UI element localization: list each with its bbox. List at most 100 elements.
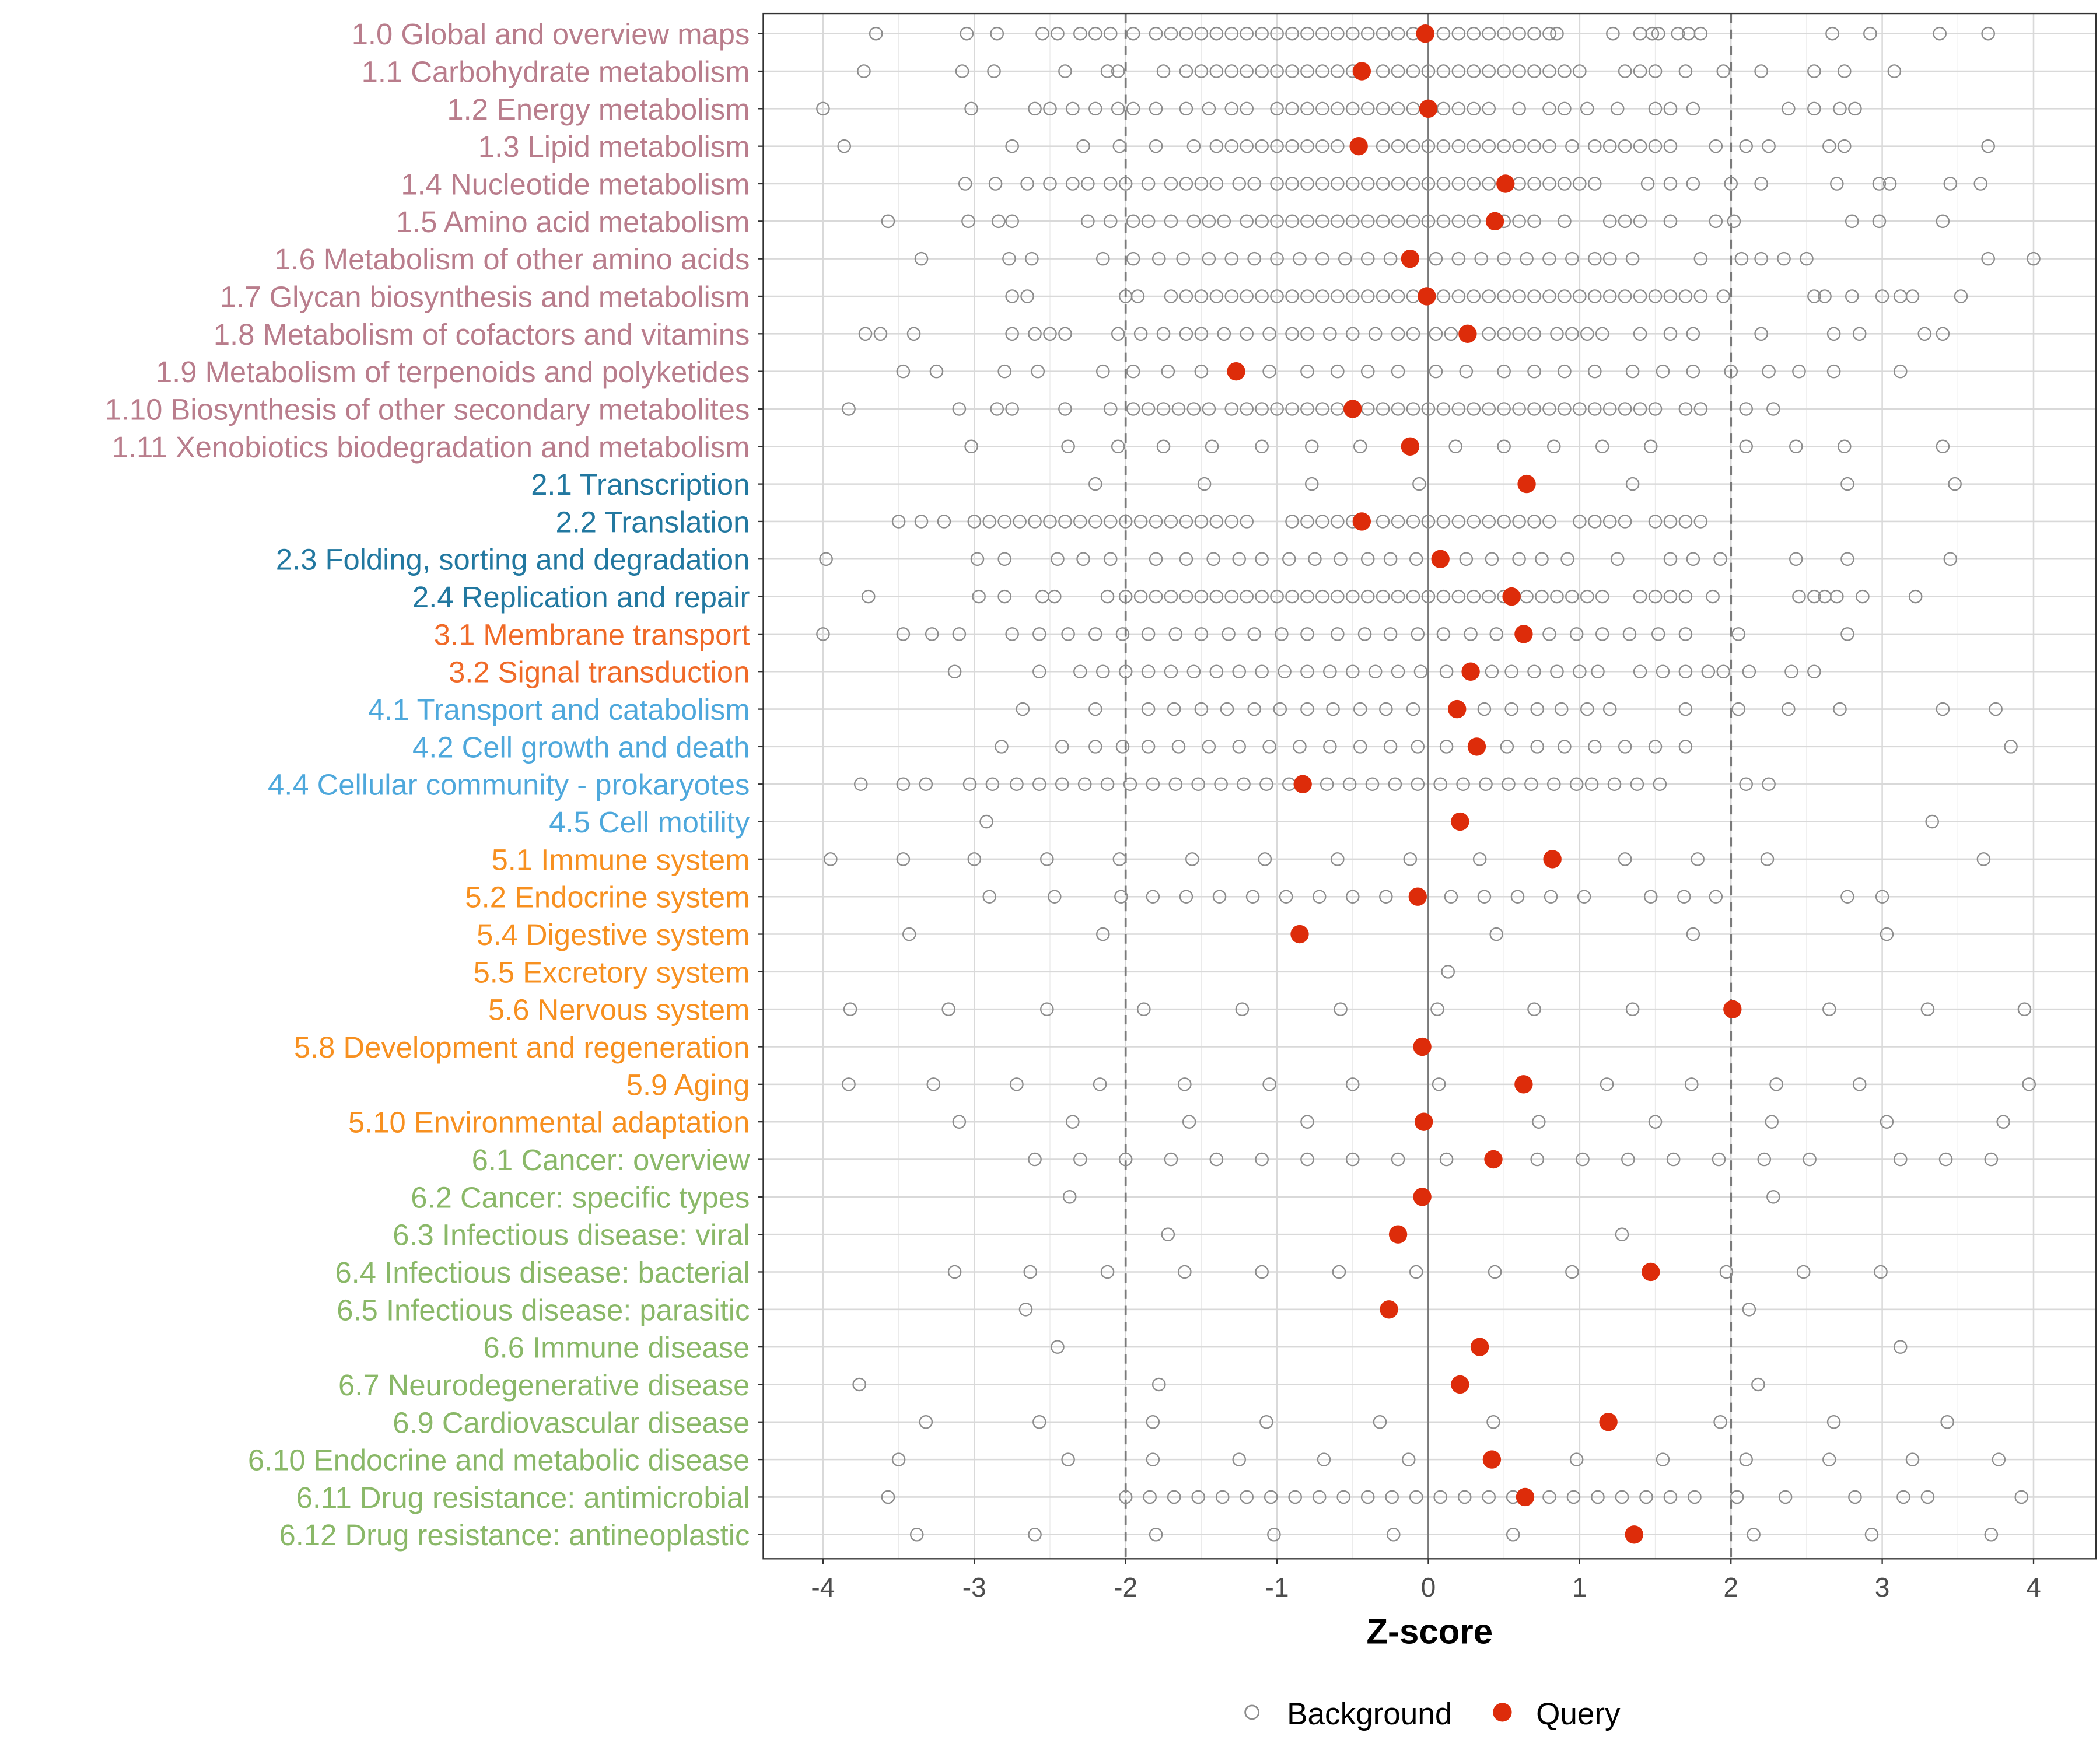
background-point bbox=[1224, 251, 1239, 266]
background-point bbox=[1164, 1152, 1178, 1167]
background-point bbox=[843, 1002, 858, 1016]
background-point bbox=[1489, 627, 1503, 641]
background-point bbox=[1734, 251, 1749, 266]
background-point bbox=[1822, 1452, 1836, 1466]
category-label: 1.8 Metabolism of cofactors and vitamins bbox=[214, 318, 750, 351]
background-point bbox=[1118, 1490, 1133, 1504]
background-point bbox=[1807, 102, 1821, 116]
background-point bbox=[1262, 740, 1276, 754]
background-point bbox=[1497, 514, 1511, 528]
background-point bbox=[1073, 26, 1087, 41]
background-point bbox=[1209, 26, 1224, 41]
background-point bbox=[1406, 589, 1420, 604]
background-point bbox=[1981, 139, 1995, 153]
background-point bbox=[1005, 289, 1019, 303]
background-point bbox=[1845, 214, 1859, 229]
background-point bbox=[1391, 214, 1405, 229]
query-point bbox=[1343, 400, 1362, 418]
background-point bbox=[1137, 1002, 1151, 1016]
background-point bbox=[1830, 589, 1844, 604]
category-row bbox=[842, 1075, 2036, 1094]
background-point bbox=[1663, 289, 1678, 303]
background-point bbox=[1840, 890, 1854, 904]
background-point bbox=[1194, 64, 1209, 78]
x-tick-label: -3 bbox=[963, 1572, 986, 1602]
x-tick-label: -2 bbox=[1114, 1572, 1138, 1602]
background-point bbox=[1595, 327, 1609, 341]
background-point bbox=[1232, 740, 1247, 754]
background-point bbox=[1285, 26, 1299, 41]
background-point bbox=[1530, 702, 1544, 716]
background-point bbox=[1751, 1377, 1765, 1392]
background-point bbox=[1353, 702, 1367, 716]
background-point bbox=[1524, 777, 1538, 792]
background-point bbox=[1500, 740, 1514, 754]
background-point bbox=[1742, 1303, 1756, 1317]
query-point bbox=[1458, 324, 1477, 343]
background-point bbox=[1040, 1002, 1054, 1016]
background-point bbox=[1156, 64, 1171, 78]
background-point bbox=[1436, 139, 1451, 153]
background-point bbox=[896, 364, 911, 379]
background-point bbox=[1845, 289, 1859, 303]
background-point bbox=[1270, 251, 1284, 266]
background-point bbox=[1164, 177, 1178, 191]
background-point bbox=[1376, 402, 1390, 416]
background-point bbox=[909, 1528, 924, 1542]
background-point bbox=[1346, 1152, 1360, 1167]
background-point bbox=[998, 589, 1012, 604]
background-point bbox=[1262, 1077, 1276, 1091]
background-point bbox=[1532, 1115, 1546, 1129]
background-point bbox=[1391, 139, 1405, 153]
background-point bbox=[1232, 664, 1247, 679]
background-point bbox=[987, 64, 1001, 78]
background-point bbox=[1315, 64, 1329, 78]
background-point bbox=[1383, 552, 1398, 566]
background-point bbox=[1171, 740, 1186, 754]
background-point bbox=[1451, 289, 1466, 303]
background-point bbox=[1512, 214, 1526, 229]
background-point bbox=[1610, 552, 1625, 566]
background-point bbox=[1504, 664, 1518, 679]
background-point bbox=[1477, 702, 1492, 716]
background-point bbox=[1058, 402, 1072, 416]
background-point bbox=[1308, 552, 1322, 566]
background-point bbox=[816, 102, 830, 116]
background-point bbox=[1618, 740, 1632, 754]
background-point bbox=[990, 26, 1004, 41]
background-point bbox=[1880, 927, 1894, 942]
background-point bbox=[1542, 289, 1556, 303]
background-point bbox=[1573, 402, 1587, 416]
background-point bbox=[1315, 177, 1329, 191]
background-point bbox=[1133, 589, 1148, 604]
background-point bbox=[1693, 514, 1708, 528]
background-point bbox=[1706, 589, 1720, 604]
background-point bbox=[1602, 251, 1617, 266]
background-point bbox=[1315, 139, 1329, 153]
background-point bbox=[1439, 664, 1454, 679]
query-point bbox=[1485, 212, 1504, 231]
category-row bbox=[1051, 1338, 1908, 1356]
category-row bbox=[902, 925, 1894, 944]
background-point bbox=[1346, 589, 1360, 604]
background-point bbox=[1504, 702, 1518, 716]
background-point bbox=[1421, 177, 1436, 191]
background-point bbox=[1905, 1452, 1920, 1466]
background-point bbox=[1368, 327, 1382, 341]
category-row bbox=[995, 737, 2018, 756]
category-label: 6.9 Cardiovascular disease bbox=[393, 1406, 750, 1439]
background-point bbox=[1141, 740, 1156, 754]
background-point bbox=[1334, 1002, 1348, 1016]
background-point bbox=[1663, 514, 1678, 528]
background-point bbox=[1331, 64, 1345, 78]
query-point bbox=[1414, 1112, 1433, 1131]
background-point bbox=[1096, 251, 1110, 266]
background-point bbox=[1186, 664, 1201, 679]
background-point bbox=[1224, 589, 1239, 604]
background-point bbox=[1807, 289, 1821, 303]
category-row bbox=[1441, 965, 1455, 979]
background-point bbox=[1618, 514, 1632, 528]
background-point bbox=[1848, 1490, 1862, 1504]
background-point bbox=[1686, 364, 1700, 379]
background-point bbox=[1209, 64, 1224, 78]
